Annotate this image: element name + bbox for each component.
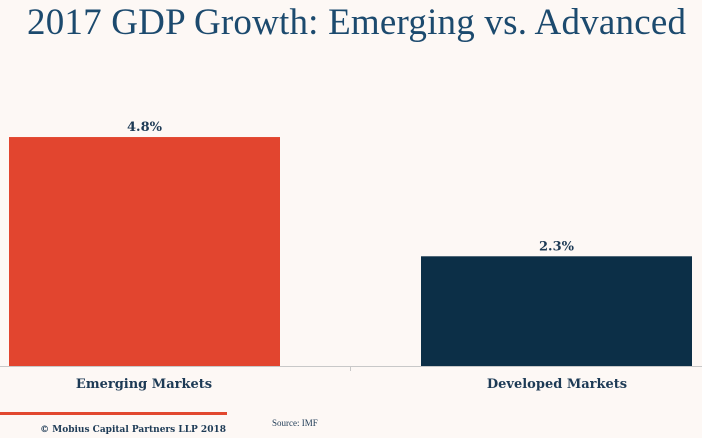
bar-chart: 4.8% Emerging Markets 2.3% Developed Market… — [0, 120, 702, 392]
category-label: Emerging Markets — [76, 377, 212, 392]
footer-accent-line — [0, 412, 227, 415]
data-label: 4.8% — [127, 120, 163, 135]
copyright-text: © Mobius Capital Partners LLP 2018 — [40, 425, 226, 435]
chart-title: 2017 GDP Growth: Emerging vs. Advanced — [27, 2, 687, 43]
data-label: 2.3% — [539, 239, 575, 254]
bar-developed-markets — [421, 256, 692, 366]
bar-emerging-markets — [9, 137, 280, 366]
source-note: Source: IMF — [272, 418, 318, 428]
category-label: Developed Markets — [487, 377, 627, 392]
